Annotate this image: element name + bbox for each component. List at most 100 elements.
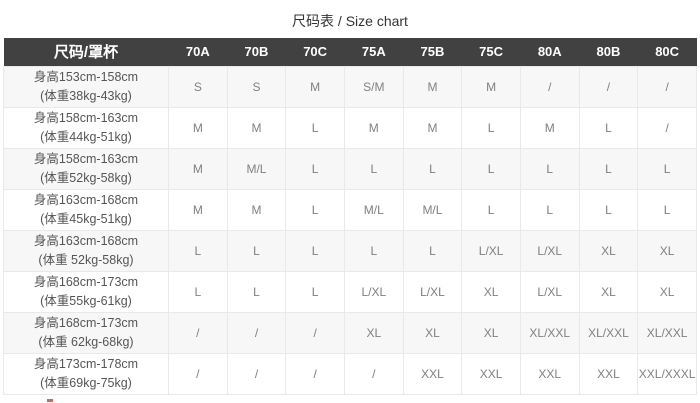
size-cell: L	[226, 229, 287, 272]
size-cell: M	[285, 65, 345, 108]
size-cell: XL	[578, 229, 639, 272]
size-cell: L	[285, 270, 345, 313]
row-label: 身高168cm-173cm (体重55kg-61kg)	[3, 270, 169, 313]
size-cell: XL	[402, 311, 463, 354]
size-cell: M	[402, 65, 463, 108]
size-cell: XXL	[461, 352, 521, 395]
column-header-70a: 70A	[168, 38, 228, 66]
column-header-75b: 75B	[403, 38, 462, 66]
size-cell: L	[461, 188, 521, 231]
size-chart-body: 身高153cm-158cm (体重38kg-43kg) S S M S/M M M / / / 身高1…	[3, 65, 697, 395]
size-cell: L	[519, 188, 580, 231]
size-cell: /	[285, 352, 345, 395]
size-cell: /	[519, 65, 580, 108]
row-label-weight: (体重45kg-51kg)	[40, 211, 132, 226]
table-row: 身高163cm-168cm (体重45kg-51kg) M M L M/L M/L L L L L	[3, 188, 697, 231]
column-header-80b: 80B	[579, 38, 638, 66]
size-cell: L	[226, 270, 287, 313]
size-cell: L	[285, 147, 345, 190]
size-cell: XL	[461, 270, 521, 313]
row-label-weight: (体重44kg-51kg)	[40, 129, 132, 144]
size-cell: /	[168, 352, 228, 395]
row-label-height: 身高168cm-173cm	[33, 316, 139, 331]
size-cell: L	[168, 270, 228, 313]
size-cell: L/XL	[461, 229, 521, 272]
size-cell: /	[343, 352, 404, 395]
row-label-height: 身高158cm-163cm	[33, 111, 139, 126]
size-cell: M	[226, 106, 287, 149]
size-cell: L	[285, 106, 345, 149]
size-cell: M	[519, 106, 580, 149]
table-row: 身高168cm-173cm (体重 62kg-68kg) / / / XL XL XL XL/X…	[3, 311, 697, 354]
size-cell: XXL/XXXL	[637, 352, 697, 395]
column-header-75a: 75A	[344, 38, 404, 66]
size-cell: /	[578, 65, 639, 108]
size-cell: XXL	[578, 352, 639, 395]
table-row: 身高153cm-158cm (体重38kg-43kg) S S M S/M M M / / /	[3, 65, 697, 108]
table-row: 身高173cm-178cm (体重69kg-75kg) / / / / XXL XXL XXL X…	[3, 352, 697, 395]
row-label: 身高153cm-158cm (体重38kg-43kg)	[3, 65, 169, 108]
size-cell: L	[519, 147, 580, 190]
page-title: 尺码表 / Size chart	[292, 13, 408, 29]
table-row: 身高168cm-173cm (体重55kg-61kg) L L L L/XL L/XL XL L…	[3, 270, 697, 313]
column-header-70c: 70C	[285, 38, 345, 66]
size-cell: XL	[637, 270, 697, 313]
size-cell: M/L	[226, 147, 287, 190]
row-label-weight: (体重55kg-61kg)	[40, 293, 132, 308]
size-cell: /	[226, 311, 287, 354]
row-label-height: 身高163cm-168cm	[33, 193, 139, 208]
row-label: 身高173cm-178cm (体重69kg-75kg)	[3, 352, 169, 395]
row-label-weight: (体重69kg-75kg)	[40, 375, 132, 390]
size-cell: L/XL	[519, 229, 580, 272]
size-cell: L	[285, 188, 345, 231]
row-label: 身高158cm-163cm (体重44kg-51kg)	[3, 106, 169, 149]
row-label-weight: (体重 62kg-68kg)	[38, 334, 134, 349]
row-label-weight: (体重38kg-43kg)	[40, 88, 132, 103]
column-header-70b: 70B	[227, 38, 286, 66]
size-cell: M	[226, 188, 287, 231]
size-cell: /	[637, 65, 697, 108]
size-cell: XL	[637, 229, 697, 272]
size-cell: L	[461, 147, 521, 190]
size-cell: XL/XXL	[519, 311, 580, 354]
size-cell: L	[637, 188, 697, 231]
row-label: 身高168cm-173cm (体重 62kg-68kg)	[3, 311, 169, 354]
size-cell: M	[343, 106, 404, 149]
size-cell: /	[168, 311, 228, 354]
row-label: 身高158cm-163cm (体重52kg-58kg)	[3, 147, 169, 190]
clipped-red-note-mark	[47, 399, 53, 402]
size-cell: XL	[343, 311, 404, 354]
size-cell: L	[402, 229, 463, 272]
row-label: 身高163cm-168cm (体重45kg-51kg)	[3, 188, 169, 231]
size-cell: L	[402, 147, 463, 190]
size-cell: M/L	[343, 188, 404, 231]
size-cell: M	[168, 147, 228, 190]
size-cell: L/XL	[519, 270, 580, 313]
size-cell: L/XL	[402, 270, 463, 313]
table-row: 身高158cm-163cm (体重52kg-58kg) M M/L L L L L L L L	[3, 147, 697, 190]
size-cell: L	[168, 229, 228, 272]
row-label-height: 身高173cm-178cm	[33, 357, 139, 372]
header-row: 尺码/罩杯 70A 70B 70C 75A 75B 75C 80A 80B 80C	[3, 38, 697, 66]
row-label-height: 身高163cm-168cm	[33, 234, 139, 249]
size-cell: /	[637, 106, 697, 149]
size-cell: XL/XXL	[578, 311, 639, 354]
size-cell: XL	[578, 270, 639, 313]
size-cell: L/XL	[343, 270, 404, 313]
size-chart-header: 尺码/罩杯 70A 70B 70C 75A 75B 75C 80A 80B 80C	[3, 38, 697, 66]
size-cell: XXL	[519, 352, 580, 395]
size-cell: /	[285, 311, 345, 354]
size-cell: XL/XXL	[637, 311, 697, 354]
corner-header: 尺码/罩杯	[3, 38, 169, 66]
size-cell: M	[168, 106, 228, 149]
table-row: 身高163cm-168cm (体重 52kg-58kg) L L L L L L/XL L/XL…	[3, 229, 697, 272]
size-chart-table: 尺码/罩杯 70A 70B 70C 75A 75B 75C 80A 80B 80C 身高153cm…	[3, 38, 697, 395]
size-cell: L	[343, 147, 404, 190]
size-cell: M/L	[402, 188, 463, 231]
row-label-height: 身高153cm-158cm	[33, 70, 139, 85]
column-header-75c: 75C	[461, 38, 521, 66]
size-cell: L	[285, 229, 345, 272]
row-label-height: 身高158cm-163cm	[33, 152, 139, 167]
row-label-weight: (体重 52kg-58kg)	[38, 252, 134, 267]
row-label: 身高163cm-168cm (体重 52kg-58kg)	[3, 229, 169, 272]
